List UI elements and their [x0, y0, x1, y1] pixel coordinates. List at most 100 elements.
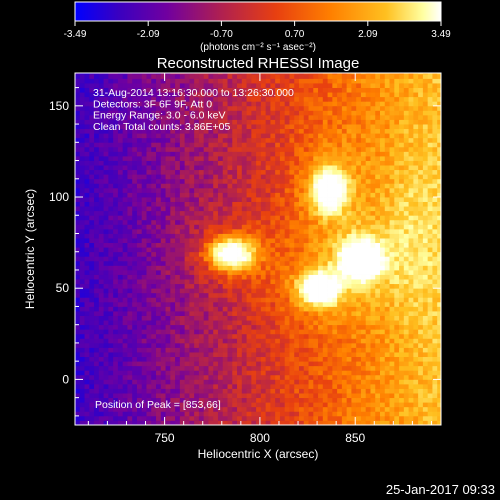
heatmap-cell: [165, 279, 171, 285]
heatmap-cell: [222, 279, 228, 285]
heatmap-cell: [256, 292, 262, 298]
heatmap-cell: [399, 288, 405, 294]
heatmap-cell: [175, 146, 181, 152]
heatmap-cell: [175, 324, 181, 330]
heatmap-cell: [217, 238, 224, 244]
heatmap-cell: [184, 365, 190, 371]
heatmap-cell: [179, 247, 186, 253]
heatmap-cell: [365, 142, 371, 148]
heatmap-cell: [208, 142, 214, 148]
heatmap-cell: [370, 361, 376, 367]
heatmap-cell: [308, 178, 314, 184]
heatmap-cell: [175, 406, 181, 412]
heatmap-cell: [346, 155, 352, 161]
heatmap-cell: [84, 274, 90, 280]
heatmap-cell: [322, 370, 328, 376]
heatmap-cell: [351, 160, 357, 166]
heatmap-cell: [203, 178, 209, 184]
heatmap-cell: [237, 183, 243, 189]
heatmap-cell: [146, 224, 152, 230]
heatmap-cell: [356, 219, 362, 225]
heatmap-cell: [217, 215, 224, 221]
heatmap-cell: [356, 174, 362, 180]
heatmap-cell: [375, 165, 381, 171]
heatmap-cell: [356, 356, 362, 362]
heatmap-cell: [332, 379, 338, 385]
heatmap-cell: [360, 206, 367, 212]
heatmap-cell: [313, 210, 319, 216]
heatmap-cell: [136, 411, 143, 417]
heatmap-cell: [184, 352, 190, 358]
heatmap-cell: [422, 178, 429, 184]
heatmap-cell: [432, 356, 438, 362]
heatmap-cell: [179, 169, 186, 175]
heatmap-cell: [175, 238, 181, 244]
heatmap-cell: [399, 283, 405, 289]
heatmap-cell: [194, 329, 200, 335]
heatmap-cell: [113, 415, 119, 421]
heatmap-cell: [270, 402, 276, 408]
heatmap-cell: [151, 269, 157, 275]
heatmap-cell: [213, 342, 219, 348]
heatmap-cell: [327, 219, 333, 225]
heatmap-cell: [151, 365, 157, 371]
heatmap-cell: [432, 370, 438, 376]
heatmap-cell: [146, 242, 152, 248]
heatmap-cell: [251, 283, 257, 289]
heatmap-cell: [408, 169, 414, 175]
heatmap-cell: [127, 238, 133, 244]
heatmap-cell: [303, 165, 309, 171]
heatmap-cell: [165, 160, 171, 166]
heatmap-cell: [165, 283, 171, 289]
heatmap-cell: [232, 347, 238, 353]
heatmap-cell: [337, 411, 343, 417]
heatmap-cell: [270, 279, 276, 285]
heatmap-cell: [380, 274, 386, 280]
heatmap-cell: [132, 219, 138, 225]
heatmap-cell: [237, 397, 243, 403]
heatmap-cell: [403, 356, 409, 362]
heatmap-cell: [298, 242, 305, 248]
heatmap-cell: [170, 238, 176, 244]
heatmap-cell: [370, 283, 376, 289]
heatmap-cell: [237, 251, 243, 257]
heatmap-cell: [432, 352, 438, 358]
heatmap-cell: [175, 169, 181, 175]
heatmap-cell: [270, 247, 276, 253]
heatmap-cell: [203, 137, 209, 143]
heatmap-cell: [232, 397, 238, 403]
heatmap-cell: [341, 361, 348, 367]
heatmap-cell: [94, 151, 100, 157]
heatmap-cell: [289, 242, 295, 248]
heatmap-cell: [332, 383, 338, 389]
heatmap-cell: [146, 411, 152, 417]
heatmap-cell: [237, 201, 243, 207]
heatmap-cell: [418, 238, 424, 244]
heatmap-cell: [127, 283, 133, 289]
heatmap-cell: [175, 165, 181, 171]
heatmap-cell: [103, 137, 109, 143]
heatmap-cell: [437, 365, 441, 371]
heatmap-cell: [332, 165, 338, 171]
heatmap-cell: [89, 187, 95, 193]
heatmap-cell: [380, 311, 386, 316]
heatmap-cell: [127, 315, 133, 321]
heatmap-cell: [413, 238, 419, 244]
heatmap-cell: [84, 420, 90, 425]
heatmap-cell: [341, 311, 348, 316]
heatmap-cell: [213, 301, 219, 307]
heatmap-cell: [203, 247, 209, 253]
heatmap-cell: [370, 228, 376, 234]
heatmap-cell: [318, 320, 324, 326]
heatmap-cell: [308, 160, 314, 166]
heatmap-cell: [222, 329, 228, 335]
heatmap-cell: [213, 315, 219, 321]
heatmap-cell: [232, 356, 238, 362]
heatmap-cell: [279, 233, 286, 239]
heatmap-cell: [403, 374, 409, 380]
heatmap-cell: [303, 233, 309, 239]
heatmap-cell: [275, 347, 281, 353]
heatmap-cell: [413, 420, 419, 425]
heatmap-cell: [117, 283, 124, 289]
heatmap-cell: [313, 356, 319, 362]
